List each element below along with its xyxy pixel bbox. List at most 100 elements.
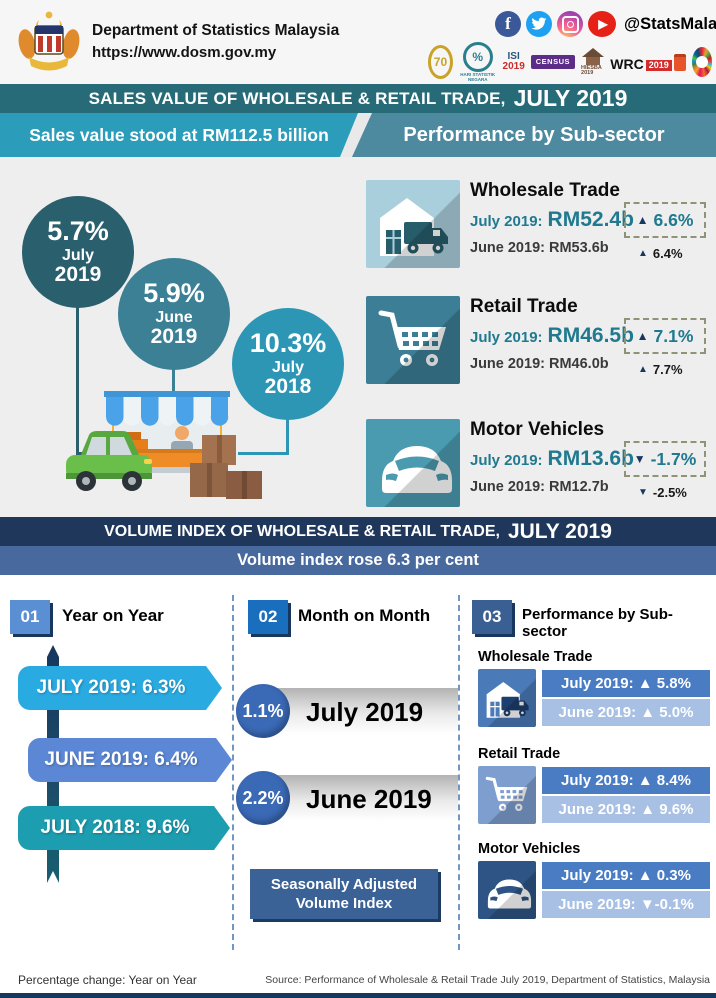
subsector-retail: Retail Trade July 2019: RM46.5b June 201… (366, 296, 716, 396)
hiesba-2019-logo: HIESBA 2019 (581, 47, 604, 77)
up-arrow-icon: ▲ (636, 329, 649, 343)
vol-motor-label: Motor Vehicles (478, 841, 581, 857)
org-name: Department of Statistics Malaysia (92, 22, 340, 39)
wrc-2019-logo: WRC 2019 (610, 53, 686, 71)
market-stall-illustration (66, 391, 262, 499)
hari-statistik-logo: % HARI STATISTIK NEGARA (459, 42, 497, 82)
warehouse-truck-icon (380, 198, 448, 256)
yoy-ribbon-july-2018: JULY 2018: 9.6% (18, 806, 230, 850)
subsector-current-value: July 2019: RM52.4b (470, 208, 634, 231)
car-icon (382, 446, 452, 493)
connector-line (286, 419, 289, 455)
sales-section: 5.7% July 2019 5.9% June 2019 10.3% July… (0, 157, 716, 517)
vol-motor-june-bar: June 2019: ▼-0.1% (542, 891, 710, 918)
org-identity: Department of Statistics Malaysia https:… (92, 19, 339, 65)
yoy-ribbon-june-2019: JUNE 2019: 6.4% (28, 738, 232, 782)
twitter-icon[interactable] (526, 11, 552, 37)
volume-section: 01 Year on Year JULY 2019: 6.3% JUNE 201… (0, 575, 716, 955)
subsector-current-value: July 2019: RM46.5b (470, 324, 634, 347)
vol-motor-icon-box (478, 861, 536, 919)
car (66, 431, 152, 491)
mom-period: June 2019 (306, 784, 432, 814)
volume-period: JULY 2019 (507, 519, 612, 543)
footnote: Percentage change: Year on Year (18, 973, 197, 987)
shopping-bag-icon (673, 53, 686, 71)
org-url[interactable]: https://www.dosm.gov.my (92, 44, 277, 62)
isi-2019-logo: ISI 2019 (502, 51, 525, 72)
mom-heading: Month on Month (298, 606, 431, 625)
anniversary-70-logo: 70 (428, 45, 453, 79)
vol-retail-july-bar: July 2019: ▲ 8.4% (542, 767, 710, 794)
header: Department of Statistics Malaysia https:… (0, 0, 716, 84)
subsector-name: Motor Vehicles (470, 419, 605, 440)
subsector-previous-value: June 2019: RM46.0b (470, 356, 609, 372)
bottom-bar (0, 993, 716, 998)
column-divider (232, 595, 234, 950)
boxes (190, 435, 262, 499)
vol-wholesale-july-bar: July 2019: ▲ 5.8% (542, 670, 710, 697)
yoy-change-box: ▲ 7.1% (624, 318, 706, 354)
prev-yoy-change: ▲ 7.7% (638, 362, 683, 377)
vol-wholesale-june-bar: June 2019: ▲ 5.0% (542, 699, 710, 726)
yoy-change-box: ▼ -1.7% (624, 441, 706, 477)
house-icon (581, 47, 604, 57)
subsector-heading: Performance by Sub-sector (352, 113, 716, 157)
badge-01: 01 (10, 600, 50, 634)
youtube-icon[interactable]: ▶ (588, 11, 616, 37)
mom-value-circle: 2.2% (236, 771, 290, 825)
vol-retail-label: Retail Trade (478, 746, 561, 762)
sales-title: SALES VALUE OF WHOLESALE & RETAIL TRADE, (88, 88, 506, 108)
connector-line (238, 452, 289, 455)
retail-icon-box (366, 296, 460, 384)
awning (104, 391, 230, 426)
subsector-name: Retail Trade (470, 296, 578, 317)
seasonally-adjusted-note: Seasonally Adjusted Volume Index (250, 869, 438, 919)
badge-03: 03 (472, 600, 512, 634)
vol-retail-june-bar: June 2019: ▲ 9.6% (542, 796, 710, 823)
subsector-heading: Performance by Sub-sector (522, 606, 673, 640)
up-arrow-icon: ▲ (638, 248, 648, 259)
growth-circle-july-2019: 5.7% July 2019 (22, 196, 134, 308)
yoy-ribbon-july-2019: JULY 2019: 6.3% (18, 666, 222, 710)
sales-title-banner: SALES VALUE OF WHOLESALE & RETAIL TRADE,… (0, 84, 716, 113)
subsector-motor: Motor Vehicles July 2019: RM13.6b June 2… (366, 419, 716, 519)
subsector-name: Wholesale Trade (470, 180, 620, 201)
car-icon (487, 879, 532, 909)
social-handle: @StatsMalaysia (624, 14, 716, 33)
vol-motor-july-bar: July 2019: ▲ 0.3% (542, 862, 710, 889)
malaysia-coat-of-arms (18, 11, 80, 71)
instagram-icon[interactable] (557, 11, 583, 37)
column-divider (458, 595, 460, 950)
facebook-icon[interactable]: f (495, 11, 521, 37)
growth-circle-july-2018: 10.3% July 2018 (232, 308, 344, 420)
sales-period: JULY 2019 (513, 85, 628, 111)
sales-subbanner: Sales value stood at RM112.5 billion Per… (0, 113, 716, 157)
up-arrow-icon: ▲ (636, 213, 649, 227)
volume-subtitle: Volume index rose 6.3 per cent (0, 546, 716, 575)
source-note: Source: Performance of Wholesale & Retai… (265, 974, 710, 986)
subsector-previous-value: June 2019: RM53.6b (470, 240, 609, 256)
wholesale-icon-box (366, 180, 460, 268)
shopping-cart-icon (485, 776, 528, 812)
prev-yoy-change: ▲ 6.4% (638, 246, 683, 261)
prev-yoy-change: ▼ -2.5% (638, 485, 687, 500)
yoy-heading: Year on Year (62, 606, 164, 625)
sales-headline: Sales value stood at RM112.5 billion (0, 113, 358, 157)
shopping-cart-icon (378, 310, 446, 366)
up-arrow-icon: ▲ (638, 364, 648, 375)
connector-line (76, 307, 79, 455)
mom-value-circle: 1.1% (236, 684, 290, 738)
subsector-previous-value: June 2019: RM12.7b (470, 479, 609, 495)
census-2020-logo: CENSUS (530, 55, 576, 69)
volume-title-banner: VOLUME INDEX OF WHOLESALE & RETAIL TRADE… (0, 517, 716, 546)
vol-wholesale-label: Wholesale Trade (478, 649, 593, 665)
event-logos-row: 70 % HARI STATISTIK NEGARA ISI 2019 CENS… (428, 42, 712, 82)
subsector-wholesale: Wholesale Trade July 2019: RM52.4b June … (366, 180, 716, 280)
sdg-wheel-logo (691, 47, 712, 77)
down-arrow-icon: ▼ (638, 487, 648, 498)
mom-period: July 2019 (306, 697, 424, 727)
warehouse-truck-icon (486, 681, 529, 718)
vol-retail-icon-box (478, 766, 536, 824)
yoy-change-box: ▲ 6.6% (624, 202, 706, 238)
